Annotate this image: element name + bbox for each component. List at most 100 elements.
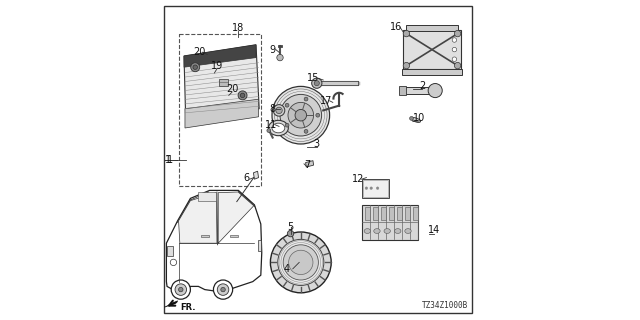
Circle shape bbox=[267, 129, 271, 132]
Bar bbox=[365, 207, 370, 220]
Ellipse shape bbox=[374, 228, 380, 234]
Circle shape bbox=[287, 230, 294, 237]
Circle shape bbox=[403, 30, 410, 37]
Circle shape bbox=[428, 84, 442, 98]
Circle shape bbox=[376, 187, 379, 189]
Circle shape bbox=[271, 232, 332, 293]
Bar bbox=[219, 79, 228, 86]
Polygon shape bbox=[179, 193, 217, 243]
Ellipse shape bbox=[272, 123, 285, 133]
Circle shape bbox=[221, 287, 225, 292]
Text: 18: 18 bbox=[232, 23, 244, 33]
Circle shape bbox=[304, 97, 308, 101]
Circle shape bbox=[193, 65, 197, 69]
Ellipse shape bbox=[384, 228, 390, 234]
Circle shape bbox=[454, 30, 461, 37]
Text: 20: 20 bbox=[193, 47, 205, 57]
Text: 12: 12 bbox=[351, 174, 364, 184]
Circle shape bbox=[312, 78, 322, 88]
Ellipse shape bbox=[269, 120, 288, 136]
Circle shape bbox=[288, 102, 314, 128]
Bar bbox=[362, 179, 389, 198]
Text: 3: 3 bbox=[314, 139, 320, 149]
Bar bbox=[400, 87, 435, 94]
Circle shape bbox=[238, 91, 247, 100]
Circle shape bbox=[452, 57, 457, 61]
Bar bbox=[403, 30, 461, 69]
Circle shape bbox=[172, 280, 191, 299]
Polygon shape bbox=[184, 45, 259, 115]
Circle shape bbox=[280, 94, 322, 136]
Text: 8: 8 bbox=[269, 104, 275, 114]
Circle shape bbox=[278, 239, 324, 285]
Text: 5: 5 bbox=[287, 222, 294, 232]
Text: 7: 7 bbox=[304, 160, 310, 170]
Circle shape bbox=[179, 287, 183, 292]
Bar bbox=[381, 207, 385, 220]
Circle shape bbox=[452, 38, 457, 42]
Circle shape bbox=[454, 62, 461, 69]
Circle shape bbox=[283, 245, 319, 280]
Text: 11: 11 bbox=[265, 120, 278, 130]
Text: 9: 9 bbox=[269, 44, 275, 55]
Circle shape bbox=[273, 105, 285, 116]
Text: 1: 1 bbox=[166, 155, 173, 165]
Bar bbox=[362, 180, 388, 197]
Bar bbox=[167, 246, 173, 256]
Ellipse shape bbox=[412, 117, 420, 123]
Circle shape bbox=[314, 81, 319, 86]
Circle shape bbox=[276, 107, 282, 114]
Bar bbox=[198, 192, 216, 201]
Polygon shape bbox=[218, 192, 253, 243]
Text: 14: 14 bbox=[428, 225, 440, 236]
Polygon shape bbox=[184, 45, 256, 67]
Bar bbox=[179, 34, 261, 186]
Bar bbox=[402, 69, 463, 75]
Text: 4: 4 bbox=[284, 264, 289, 274]
Bar bbox=[230, 235, 239, 237]
Text: 20: 20 bbox=[226, 84, 238, 94]
Circle shape bbox=[285, 103, 289, 107]
Ellipse shape bbox=[394, 228, 401, 234]
Circle shape bbox=[272, 86, 330, 144]
Circle shape bbox=[370, 187, 372, 189]
Text: 1: 1 bbox=[165, 155, 172, 165]
Text: 2: 2 bbox=[419, 81, 426, 92]
Circle shape bbox=[316, 113, 320, 117]
Polygon shape bbox=[164, 301, 178, 307]
Text: 19: 19 bbox=[211, 60, 223, 71]
Text: FR.: FR. bbox=[180, 303, 195, 312]
Bar bbox=[362, 205, 418, 240]
Circle shape bbox=[295, 109, 307, 121]
Circle shape bbox=[285, 123, 289, 127]
Circle shape bbox=[304, 129, 308, 133]
Circle shape bbox=[170, 259, 177, 266]
Text: 15: 15 bbox=[307, 73, 320, 84]
Circle shape bbox=[452, 47, 457, 52]
Bar bbox=[413, 207, 418, 220]
Circle shape bbox=[214, 280, 233, 299]
Text: 17: 17 bbox=[320, 96, 333, 106]
Bar bbox=[397, 207, 402, 220]
Bar bbox=[388, 207, 394, 220]
Text: 16: 16 bbox=[390, 22, 403, 32]
Circle shape bbox=[365, 187, 367, 189]
Bar bbox=[399, 86, 406, 95]
Polygon shape bbox=[253, 171, 259, 179]
Text: 10: 10 bbox=[413, 113, 426, 124]
Bar bbox=[201, 235, 209, 237]
Polygon shape bbox=[185, 99, 259, 128]
Bar bbox=[405, 207, 410, 220]
Bar bbox=[372, 207, 378, 220]
Circle shape bbox=[191, 63, 200, 72]
Bar bbox=[258, 240, 261, 251]
Bar bbox=[406, 25, 458, 31]
Circle shape bbox=[240, 93, 245, 98]
Polygon shape bbox=[166, 190, 262, 291]
Ellipse shape bbox=[364, 228, 371, 234]
Circle shape bbox=[218, 284, 229, 295]
Circle shape bbox=[175, 284, 187, 295]
Circle shape bbox=[403, 62, 410, 69]
Ellipse shape bbox=[405, 228, 412, 234]
Circle shape bbox=[277, 54, 283, 61]
